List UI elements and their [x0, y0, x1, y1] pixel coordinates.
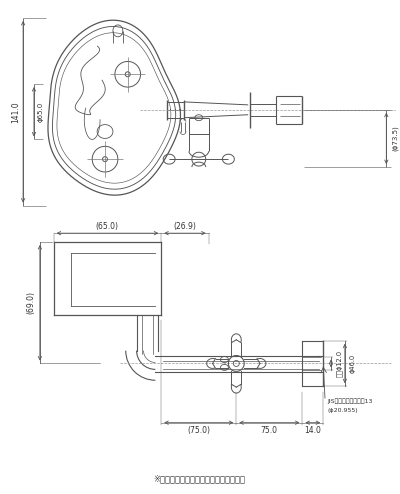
Text: 75.0: 75.0	[260, 426, 277, 435]
Text: (75.0): (75.0)	[187, 426, 210, 435]
Text: (ϕ73.5): (ϕ73.5)	[392, 125, 399, 151]
Text: (ϕ20.955): (ϕ20.955)	[327, 409, 358, 413]
Text: JIS給水栓螺旋付ねじ13: JIS給水栓螺旋付ねじ13	[327, 398, 373, 404]
Bar	[1, 230, 396, 438]
Text: 内径ϕ12.0: 内径ϕ12.0	[336, 350, 342, 377]
Text: 14.0: 14.0	[304, 426, 321, 435]
Text: ϕ46.0: ϕ46.0	[350, 354, 356, 373]
Text: 141.0: 141.0	[12, 101, 21, 123]
Text: ※１：（　）内寸法は参考寸法である。: ※１：（ ）内寸法は参考寸法である。	[153, 474, 245, 484]
Text: (26.9): (26.9)	[174, 222, 196, 231]
Text: (65.0): (65.0)	[96, 222, 118, 231]
Text: ϕ65.0: ϕ65.0	[38, 102, 44, 122]
Text: (69.0): (69.0)	[26, 291, 36, 314]
